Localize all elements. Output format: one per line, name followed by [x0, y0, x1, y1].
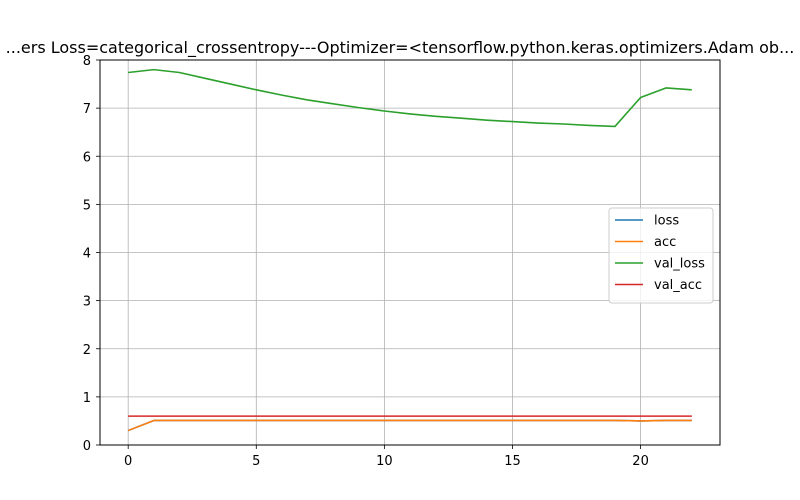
legend-label: acc [654, 235, 676, 250]
legend: loss acc val_loss val_acc [608, 207, 714, 304]
y-tick-label: 0 [83, 439, 91, 454]
legend-box [608, 207, 714, 304]
chart-title: ...ers Loss=categorical_crossentropy---O… [6, 38, 795, 58]
y-tick-label: 6 [83, 150, 91, 165]
series-line-val-loss [128, 68, 692, 128]
legend-label: val_acc [654, 278, 702, 293]
plot-series [127, 68, 692, 432]
y-tick-label: 2 [83, 343, 91, 358]
legend-label: loss [654, 214, 679, 229]
y-tick-label: 3 [83, 295, 91, 310]
x-tick-label: 15 [504, 454, 521, 469]
x-tick-label: 5 [252, 454, 260, 469]
y-tick-label: 7 [83, 102, 91, 117]
x-tick-label: 20 [632, 454, 649, 469]
y-tick-label: 4 [83, 247, 91, 262]
y-tick-label: 1 [83, 391, 91, 406]
legend-label: val_loss [654, 257, 705, 272]
y-tick-label: 8 [83, 54, 91, 69]
x-tick-label: 0 [124, 454, 132, 469]
axis-ticks: 0 5 10 15 20 0 1 2 3 4 5 6 7 8 [83, 54, 649, 469]
series-line-loss [127, 419, 692, 432]
y-tick-label: 5 [83, 198, 91, 213]
series-line-acc [127, 419, 692, 432]
x-tick-label: 10 [376, 454, 393, 469]
